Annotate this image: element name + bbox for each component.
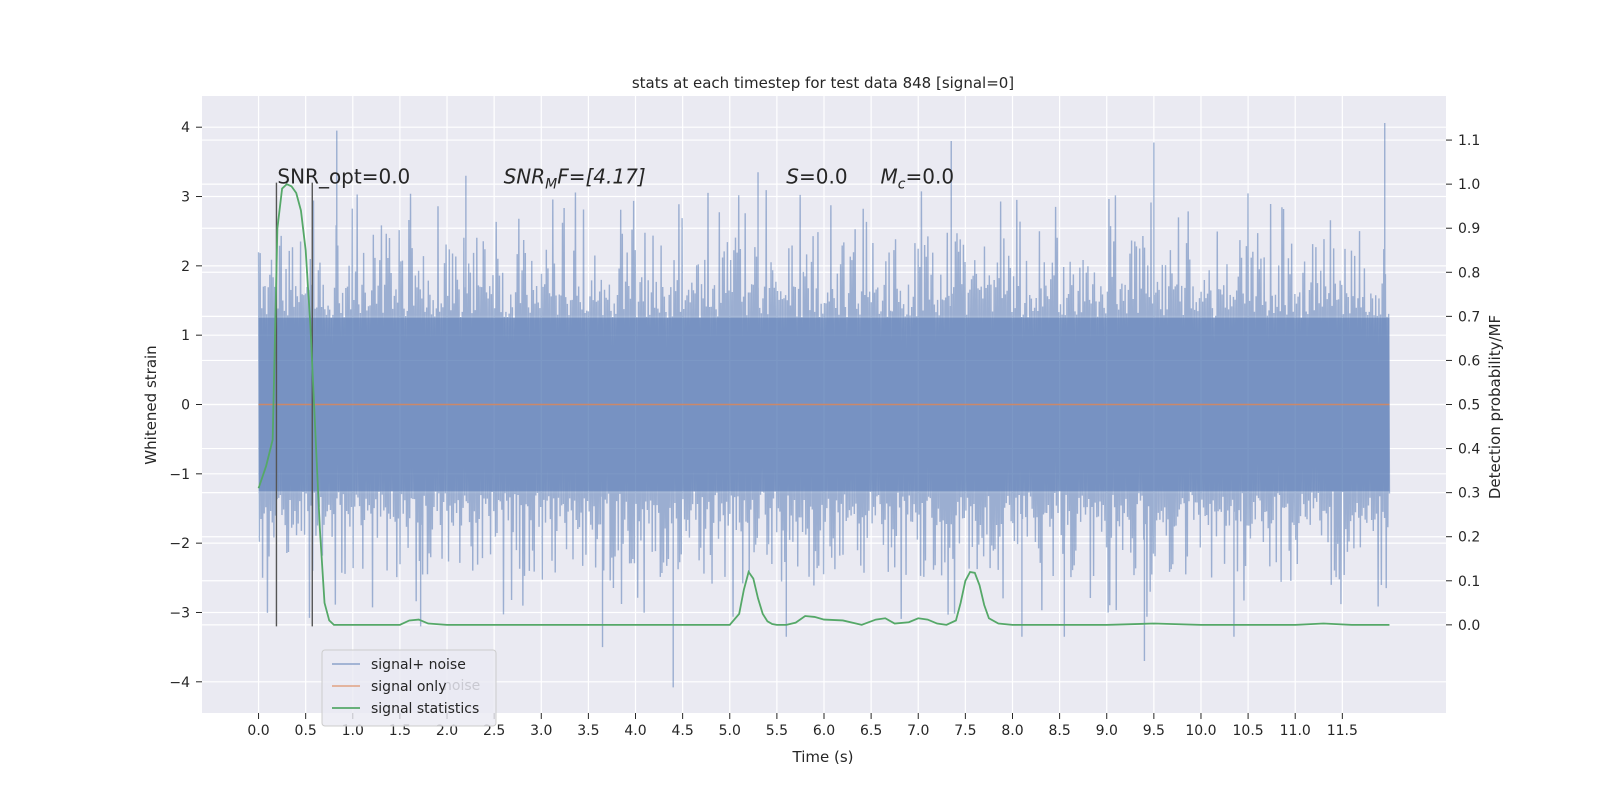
y2-tick-label: 0.4 [1458, 442, 1480, 458]
x-tick-label: 11.0 [1280, 723, 1311, 739]
y-tick-label: 3 [181, 190, 190, 206]
x-tick-label: 3.5 [577, 723, 599, 739]
x-tick-label: 5.0 [719, 723, 741, 739]
legend-box [321, 649, 497, 727]
y-tick-label: 4 [181, 120, 190, 136]
x-tick-label: 4.0 [624, 723, 646, 739]
x-tick-label: 0.0 [247, 723, 269, 739]
signal-plus-noise-trace [257, 123, 1391, 688]
x-tick-label: 6.0 [813, 723, 835, 739]
y-axis-label: Whitened strain [142, 345, 160, 464]
annotation-text: S=0.0 [786, 165, 847, 189]
y2-tick-label: 0.5 [1458, 398, 1480, 414]
legend-label-noise: signal+ noise [371, 657, 466, 673]
signal-statistics-line [257, 183, 1390, 626]
chart-title: stats at each timestep for test data 848… [632, 74, 1014, 92]
y-tick-label: 0 [181, 398, 190, 414]
legend-ghost-text: noise [443, 678, 480, 694]
x-tick-label: 1.0 [342, 723, 364, 739]
y2-tick-label: 0.3 [1458, 486, 1480, 502]
x-tick-label: 2.0 [436, 723, 458, 739]
x-tick-label: 5.5 [766, 723, 788, 739]
x-tick-label: 8.0 [1001, 723, 1023, 739]
annotation-text: SNRMF=[4.17] [504, 165, 646, 193]
y-axis-ticks: −4 −3 −2 −1 0 1 2 3 4 [169, 120, 202, 691]
x-axis-ticks: 0.0 0.5 1.0 1.5 2.0 2.5 3.0 3.5 4.0 4.5 5.0 5.5 6.0 6… [247, 713, 1358, 739]
y-tick-label: 1 [181, 328, 190, 344]
y2-tick-label: 0.8 [1458, 265, 1480, 281]
y2-tick-label: 1.0 [1458, 177, 1480, 193]
y-tick-label: −1 [169, 467, 190, 483]
y2-tick-label: 0.6 [1458, 353, 1480, 369]
x-tick-label: 4.5 [672, 723, 694, 739]
x-tick-label: 10.5 [1233, 723, 1264, 739]
x-tick-label: 11.5 [1327, 723, 1358, 739]
y2-tick-label: 0.1 [1458, 574, 1480, 590]
y2-tick-label: 0.7 [1458, 309, 1480, 325]
x-tick-label: 9.0 [1096, 723, 1118, 739]
legend: noise signal+ noise signal only signal s… [321, 649, 497, 727]
annotation-text: SNR_opt=0.0 [277, 165, 410, 189]
signal-statistics-layer [257, 183, 1390, 626]
y2-tick-label: 0.9 [1458, 221, 1480, 237]
y-tick-label: −4 [169, 675, 190, 691]
y-tick-label: 2 [181, 259, 190, 275]
x-tick-label: 7.0 [907, 723, 929, 739]
y2-tick-label: 0.2 [1458, 530, 1480, 546]
annotations-layer: SNR_opt=0.0 SNRMF=[4.17] S=0.0 Mc=0.0 [277, 165, 954, 193]
x-tick-label: 6.5 [860, 723, 882, 739]
x-tick-label: 10.0 [1185, 723, 1216, 739]
legend-label-signal: signal only [371, 679, 446, 695]
x-tick-label: 3.0 [530, 723, 552, 739]
annotation-text: Mc=0.0 [881, 165, 955, 193]
x-tick-label: 7.5 [954, 723, 976, 739]
y2-axis-ticks: 0.0 0.1 0.2 0.3 0.4 0.5 0.6 0.7 0.8 0.9 1.0 1.1 [1446, 133, 1480, 634]
y-tick-label: −2 [169, 536, 190, 552]
y2-tick-label: 1.1 [1458, 133, 1480, 149]
x-tick-label: 8.5 [1048, 723, 1070, 739]
y-tick-label: −3 [169, 605, 190, 621]
x-tick-label: 9.5 [1143, 723, 1165, 739]
legend-label-stats: signal statistics [371, 701, 479, 717]
x-tick-label: 0.5 [295, 723, 317, 739]
x-tick-label: 2.5 [483, 723, 505, 739]
x-axis-label: Time (s) [792, 748, 854, 766]
y2-axis-label: Detection probability/MF [1486, 315, 1504, 499]
x-tick-label: 1.5 [389, 723, 411, 739]
y2-tick-label: 0.0 [1458, 618, 1480, 634]
